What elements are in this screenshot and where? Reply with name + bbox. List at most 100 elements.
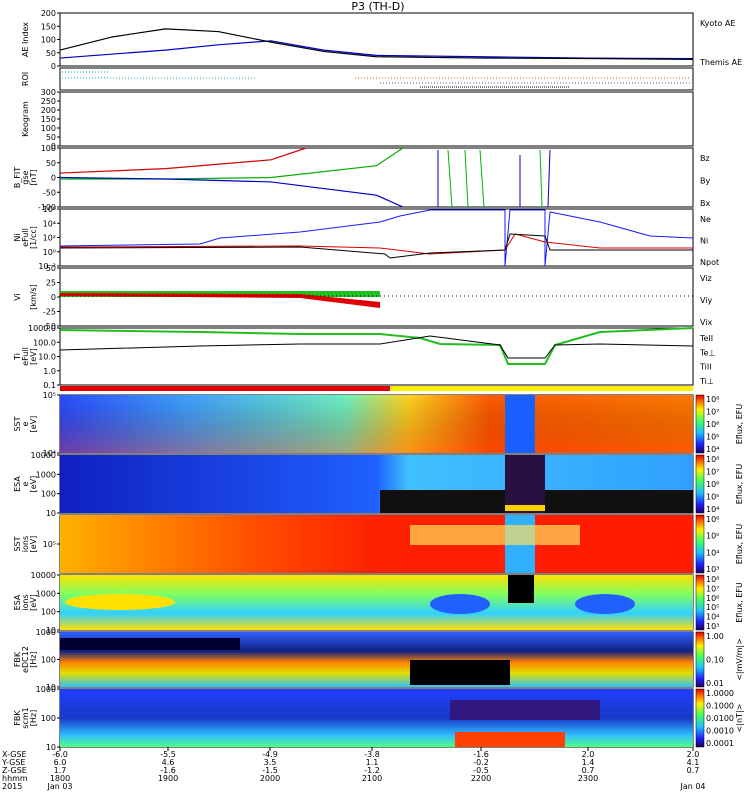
colorbar-tick: 1.00	[706, 632, 724, 641]
colorbar-tick: 10³	[706, 565, 719, 574]
colorbar-tick: 10⁸	[706, 395, 719, 404]
ytick-label: 100	[41, 608, 56, 617]
esa-ion-blob-2	[430, 594, 490, 614]
legend-ni: Ni	[700, 237, 708, 246]
panel-frame-bfit	[59, 147, 694, 208]
ylabel-fbk_scm: scm1	[21, 707, 30, 728]
colorbar-label: Eflux, EFU	[735, 404, 744, 445]
ylabel-ti: [eV]	[29, 348, 38, 365]
colorbar-label: Eflux, EFU	[735, 464, 744, 505]
status-bar-yellow	[390, 386, 693, 391]
density-lines	[59, 209, 694, 267]
ytick-label: 1000.0	[28, 324, 56, 333]
xaxis-value: 2.0	[582, 750, 595, 759]
xaxis-value: 0.7	[687, 766, 700, 775]
ytick-label: -25	[43, 308, 56, 317]
fbk-scm-burst	[455, 732, 565, 747]
xaxis-value: -3.8	[364, 750, 380, 759]
colorbar-tick: 10⁴	[706, 505, 719, 514]
ytick-label: 10	[46, 626, 56, 635]
ytick-label: 100.0	[33, 338, 56, 347]
legend-ti: Ti⊥	[699, 377, 714, 386]
ylabel-sst_e: [eV]	[29, 416, 38, 433]
ytick-label: 10⁴	[43, 449, 56, 458]
xaxis-value: 1.7	[54, 766, 67, 775]
xaxis-value: 2000	[260, 774, 280, 783]
xaxis-value: 0.7	[582, 766, 595, 775]
ylabel-fbk_scm: [Hz]	[29, 710, 38, 726]
ytick-label: 250	[41, 97, 56, 106]
colorbar-tick: 0.01	[706, 679, 724, 688]
ylabel-keogram: Keogram	[21, 101, 30, 137]
colorbar-tick: 10⁶	[706, 594, 719, 603]
xaxis-value: 4.6	[162, 758, 175, 767]
xaxis-row-label: hhmm	[2, 774, 28, 783]
colorbar-tick: 10⁴	[706, 548, 719, 557]
xaxis-value: -4.9	[262, 750, 278, 759]
ytick-label: 1000	[36, 470, 56, 479]
legend-ti: TiII	[699, 363, 712, 372]
colorbar-tick: 10⁵	[706, 493, 719, 502]
ytick-label: 150	[41, 22, 56, 31]
colorbar-tick: 10⁶	[706, 480, 719, 489]
legend-ae: Themis AE	[699, 58, 742, 67]
colorbar-label: <|nT|>	[735, 704, 744, 733]
series-themis-ae	[59, 28, 694, 60]
legend-bfit: Bz	[700, 154, 710, 163]
ni-black	[59, 233, 693, 259]
ytick-label: 10⁴	[43, 219, 56, 228]
bfield-spikes	[437, 149, 551, 208]
colorbar-tick: 10⁷	[706, 468, 719, 477]
colorbar-label: <|mV/m|>	[735, 638, 744, 681]
xaxis-value: -1.5	[262, 766, 278, 775]
ni-blue	[59, 209, 694, 267]
fbk-edc12-black	[410, 660, 510, 685]
ylabel-ti: eFull	[21, 347, 30, 366]
colorbar-tick: 10³	[706, 622, 719, 631]
ytick-label: 25	[46, 279, 56, 288]
xaxis-value: 3.5	[264, 758, 277, 767]
xaxis-value: 4.1	[687, 758, 700, 767]
ylabel-bfit: gse	[21, 170, 30, 184]
colorbar-tick: 0.0100	[706, 714, 734, 723]
ytick-label: 10.0	[38, 353, 56, 362]
xaxis-value: -6.0	[52, 750, 68, 759]
ylabel-sst_e: e	[21, 421, 30, 426]
colorbar-tick: 0.10	[706, 656, 724, 665]
ylabel-bfit: B_FIT	[13, 167, 22, 188]
ylabel-fbk12: eDC12	[21, 646, 30, 673]
series-bx	[59, 176, 404, 208]
fbk-edc12-dark	[60, 638, 240, 650]
ylabel-esa_e: ESA	[13, 476, 22, 492]
ylabel-esa_i: ESA	[13, 594, 22, 610]
ylabel-vi: [km/s]	[29, 284, 38, 310]
legend-ti: Te⊥	[699, 348, 715, 357]
legend-bfit: Bx	[700, 199, 710, 208]
ytick-label: 10	[46, 683, 56, 692]
ni-red	[59, 233, 693, 255]
xaxis-value: Jan 03	[46, 782, 72, 791]
colorbar-tick: 10⁶	[706, 515, 719, 524]
sst-electron-shade	[60, 395, 693, 453]
ytick-label: 200	[41, 106, 56, 115]
panel-frame-ni	[59, 208, 694, 267]
ytick-label: 10000	[31, 451, 56, 460]
esa-electron-mid	[505, 455, 545, 513]
ti-black	[59, 335, 694, 359]
ytick-label: 300	[41, 88, 56, 97]
ytick-label: 10⁵	[43, 540, 56, 549]
legend-ni: Npot	[700, 258, 719, 267]
xaxis-value: -1.6	[160, 766, 176, 775]
xaxis-row-label: Z-GSE	[2, 766, 27, 775]
ytick-label: 1000	[36, 628, 56, 637]
ylabel-fbk_scm: FBK	[13, 710, 22, 726]
xaxis-value: 6.0	[54, 758, 67, 767]
xaxis-row-label: 2015	[2, 782, 22, 791]
fbk-scm-dark	[450, 700, 600, 720]
ylabel-sst_i: ions	[21, 536, 30, 552]
xaxis-row-label: Y-GSE	[1, 758, 25, 767]
xaxis-value: -0.5	[473, 766, 489, 775]
ytick-label: 100	[41, 124, 56, 133]
ytick-label: 1.0	[43, 367, 56, 376]
